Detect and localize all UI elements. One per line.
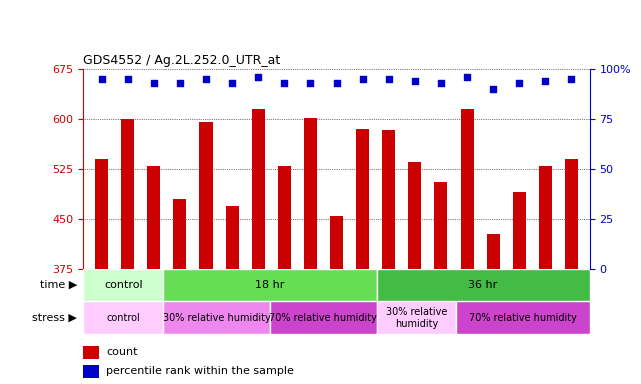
Bar: [408, 162, 421, 384]
Text: control: control: [106, 313, 140, 323]
Bar: [513, 192, 526, 384]
Bar: [252, 109, 265, 384]
Bar: [376, 301, 456, 334]
Point: [253, 74, 263, 80]
Bar: [356, 129, 369, 384]
Text: GDS4552 / Ag.2L.252.0_UTR_at: GDS4552 / Ag.2L.252.0_UTR_at: [83, 53, 281, 66]
Text: count: count: [106, 347, 138, 357]
Point: [514, 80, 524, 86]
Bar: [456, 301, 590, 334]
Point: [436, 80, 446, 86]
Point: [540, 78, 551, 84]
Bar: [199, 122, 213, 384]
Point: [358, 76, 368, 82]
Bar: [460, 109, 474, 384]
Bar: [435, 182, 447, 384]
Bar: [487, 233, 500, 384]
Text: 70% relative humidity: 70% relative humidity: [269, 313, 377, 323]
Bar: [173, 199, 187, 384]
Text: 30% relative
humidity: 30% relative humidity: [386, 307, 447, 329]
Bar: [539, 166, 552, 384]
Bar: [83, 269, 163, 301]
Point: [331, 80, 342, 86]
Text: 30% relative humidity: 30% relative humidity: [163, 313, 271, 323]
Point: [410, 78, 420, 84]
Text: control: control: [104, 280, 142, 290]
Bar: [304, 118, 317, 384]
Bar: [95, 159, 108, 384]
Point: [97, 76, 107, 82]
Bar: [278, 166, 291, 384]
Point: [149, 80, 159, 86]
Point: [175, 80, 185, 86]
Bar: [147, 166, 160, 384]
Point: [227, 80, 237, 86]
Bar: [83, 365, 99, 378]
Bar: [226, 205, 238, 384]
Text: 18 hr: 18 hr: [255, 280, 285, 290]
Point: [122, 76, 133, 82]
Bar: [382, 130, 395, 384]
Bar: [270, 301, 376, 334]
Bar: [163, 269, 376, 301]
Point: [383, 76, 394, 82]
Text: stress ▶: stress ▶: [32, 313, 77, 323]
Text: time ▶: time ▶: [40, 280, 77, 290]
Point: [305, 80, 315, 86]
Point: [462, 74, 472, 80]
Point: [566, 76, 576, 82]
Bar: [376, 269, 590, 301]
Point: [488, 86, 498, 92]
Bar: [83, 301, 163, 334]
Text: 36 hr: 36 hr: [469, 280, 498, 290]
Bar: [121, 119, 134, 384]
Point: [201, 76, 211, 82]
Bar: [330, 216, 343, 384]
Text: 70% relative humidity: 70% relative humidity: [469, 313, 577, 323]
Bar: [565, 159, 578, 384]
Text: percentile rank within the sample: percentile rank within the sample: [106, 366, 294, 376]
Bar: [163, 301, 270, 334]
Bar: [83, 346, 99, 359]
Point: [279, 80, 290, 86]
